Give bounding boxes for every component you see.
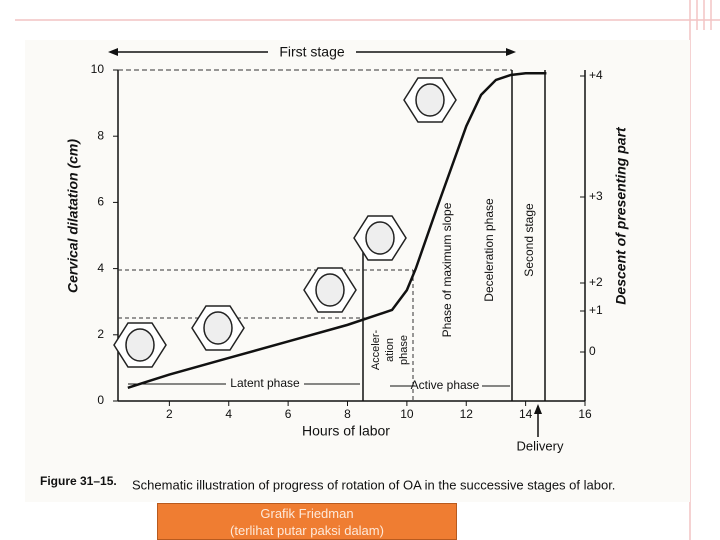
y2-axis-label: Descent of presenting part [613, 126, 629, 305]
note-subtitle: (terlihat putar paksi dalam) [230, 523, 384, 538]
arrow-head [108, 48, 118, 56]
y2-tick-label: 0 [589, 344, 596, 358]
annotation: Latent phase [230, 376, 300, 390]
x-tick-label: 10 [400, 407, 414, 421]
annotation: Acceler- [370, 329, 382, 370]
y2-tick-label: +3 [589, 189, 603, 203]
slide-note: Grafik Friedman (terlihat putar paksi da… [157, 503, 457, 540]
head-sketch [365, 221, 395, 255]
head-sketch [415, 83, 445, 117]
x-tick-label: 12 [460, 407, 474, 421]
arrow-head [534, 404, 542, 414]
y-axis-label: Cervical dilatation (cm) [65, 139, 81, 293]
caption-label: Figure 31–15. [40, 474, 117, 488]
head-sketch [125, 328, 155, 362]
head-sketch [203, 311, 233, 345]
annotation: First stage [279, 44, 345, 60]
annotation: ation [384, 338, 396, 362]
data-line [127, 72, 547, 389]
annotation: Active phase [411, 378, 480, 392]
y-tick-label: 6 [97, 195, 104, 209]
y-tick-label: 8 [97, 128, 104, 142]
x-tick-label: 16 [578, 407, 592, 421]
figure-area [25, 40, 690, 502]
x-tick-label: 8 [344, 407, 351, 421]
annotation: Delivery [517, 438, 564, 453]
x-axis-label: Hours of labor [302, 423, 390, 439]
y2-tick-label: +4 [589, 68, 603, 82]
chart: 0 2 4 6 8 10 2 4 6 8 10 12 14 16 0 +1 +2 +3 +4 Hours of lab… [65, 44, 629, 454]
head-sketch [315, 273, 345, 307]
x-tick-label: 14 [519, 407, 533, 421]
y-tick-label: 0 [97, 393, 104, 407]
x-tick-label: 4 [225, 407, 232, 421]
x-tick-label: 6 [285, 407, 292, 421]
note-title: Grafik Friedman [260, 506, 354, 521]
annotation: phase [398, 335, 410, 365]
y-tick-label: 4 [97, 261, 104, 275]
annotation: Phase of maximum slope [440, 202, 454, 337]
caption: Schematic illustration of progress of ro… [132, 477, 615, 492]
arrow-head [506, 48, 516, 56]
y2-tick-label: +1 [589, 303, 603, 317]
annotation: Second stage [522, 203, 536, 277]
y-tick-label: 2 [97, 327, 104, 341]
y2-tick-label: +2 [589, 275, 603, 289]
x-tick-label: 2 [166, 407, 173, 421]
y-tick-label: 10 [91, 62, 105, 76]
annotation: Deceleration phase [482, 198, 496, 302]
